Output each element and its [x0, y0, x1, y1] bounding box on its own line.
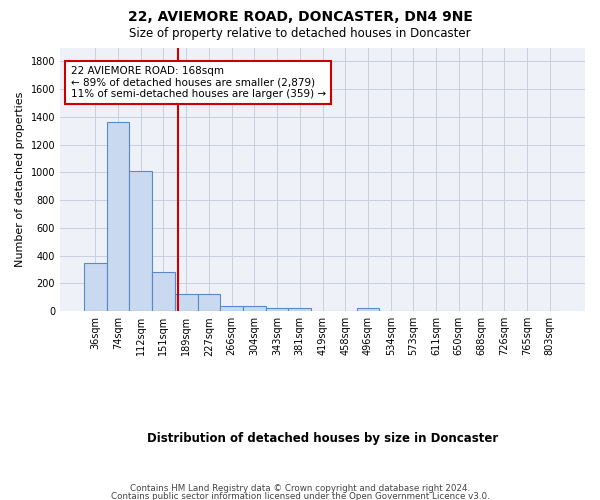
- Bar: [107, 122, 130, 311]
- Bar: [243, 306, 266, 311]
- Bar: [220, 306, 243, 311]
- Text: 22 AVIEMORE ROAD: 168sqm
← 89% of detached houses are smaller (2,879)
11% of sem: 22 AVIEMORE ROAD: 168sqm ← 89% of detach…: [71, 66, 326, 99]
- Bar: [289, 308, 311, 311]
- Text: 22, AVIEMORE ROAD, DONCASTER, DN4 9NE: 22, AVIEMORE ROAD, DONCASTER, DN4 9NE: [128, 10, 472, 24]
- Y-axis label: Number of detached properties: Number of detached properties: [15, 92, 25, 267]
- Text: Size of property relative to detached houses in Doncaster: Size of property relative to detached ho…: [129, 28, 471, 40]
- Bar: [152, 272, 175, 311]
- Bar: [197, 294, 220, 311]
- Bar: [175, 294, 197, 311]
- Bar: [266, 308, 289, 311]
- Bar: [356, 308, 379, 311]
- Bar: [130, 171, 152, 311]
- Text: Contains HM Land Registry data © Crown copyright and database right 2024.: Contains HM Land Registry data © Crown c…: [130, 484, 470, 493]
- Text: Contains public sector information licensed under the Open Government Licence v3: Contains public sector information licen…: [110, 492, 490, 500]
- Bar: [84, 262, 107, 311]
- X-axis label: Distribution of detached houses by size in Doncaster: Distribution of detached houses by size …: [147, 432, 498, 445]
